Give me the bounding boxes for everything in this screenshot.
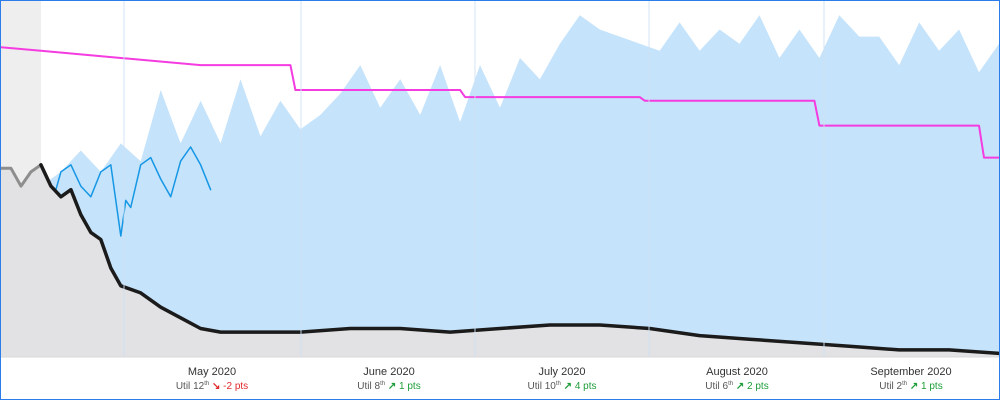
util-prefix: Util xyxy=(357,381,375,392)
trend-up-icon: ↗ xyxy=(560,381,575,392)
util-rank: 10 xyxy=(544,381,556,392)
rank-suffix: th xyxy=(204,381,210,387)
rank-suffix: th xyxy=(555,381,561,387)
month-label: May 2020 xyxy=(187,366,237,378)
util-change: 4 pts xyxy=(574,381,597,392)
util-prefix: Util xyxy=(175,381,194,392)
util-change: 2 pts xyxy=(747,381,769,392)
trend-up-icon: ↗ xyxy=(907,381,922,392)
util-prefix: Util xyxy=(879,381,897,392)
util-rank: 6 xyxy=(722,381,729,392)
util-change: 1 pts xyxy=(921,381,943,392)
month-util-summary: Util 10th ↗ 4 pts xyxy=(528,381,597,392)
month-label: August 2020 xyxy=(706,366,768,378)
trend-down-icon: ↘ xyxy=(209,381,224,392)
month-label: September 2020 xyxy=(870,366,952,378)
area-series-3 xyxy=(1,164,999,357)
util-rank: 8 xyxy=(374,381,381,392)
util-rank: 12 xyxy=(193,381,205,392)
month-util-summary: Util 6th ↗ 2 pts xyxy=(705,381,768,392)
rank-suffix: th xyxy=(728,381,734,387)
rank-suffix: th xyxy=(380,381,386,387)
month-util-summary: Util 2th ↗ 1 pts xyxy=(879,381,942,392)
area-series-0 xyxy=(40,15,999,357)
util-prefix: Util xyxy=(527,381,545,392)
line-series-5 xyxy=(39,163,999,356)
trend-up-icon: ↗ xyxy=(733,381,748,392)
rank-suffix: th xyxy=(902,381,908,387)
line-series-1 xyxy=(40,146,212,237)
util-prefix: Util xyxy=(705,381,723,392)
month-label: June 2020 xyxy=(363,366,415,378)
util-rank: 2 xyxy=(896,381,903,392)
month-util-summary: Util 12th ↘ -2 pts xyxy=(176,381,248,392)
util-change: -2 pts xyxy=(223,381,249,392)
line-series-4 xyxy=(1,163,43,188)
trend-up-icon: ↗ xyxy=(385,381,400,392)
month-label: July 2020 xyxy=(538,366,586,378)
month-util-summary: Util 8th ↗ 1 pts xyxy=(357,381,420,392)
step-series-2 xyxy=(1,46,999,159)
util-change: 1 pts xyxy=(399,381,421,392)
